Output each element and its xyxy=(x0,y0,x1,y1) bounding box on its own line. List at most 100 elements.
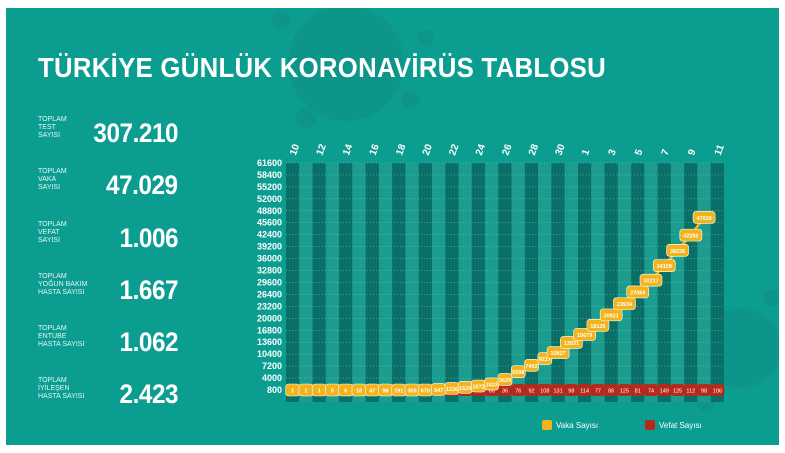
vefat-data-label: 149 xyxy=(660,389,669,395)
stat-label-line: İYİLEŞEN xyxy=(38,385,70,392)
stat-total-recovered: TOPLAM İYİLEŞEN HASTA SAYISI 2.423 xyxy=(38,377,178,421)
vaka-data-label: 6 xyxy=(344,389,347,395)
stat-value: 1.667 xyxy=(119,275,178,305)
vaka-data-label: 30217 xyxy=(643,279,658,285)
vaka-data-label: 9217 xyxy=(539,357,551,363)
x-tick-label: 5 xyxy=(633,148,645,157)
vefat-data-label: 125 xyxy=(620,389,629,395)
vefat-data-label: 36 xyxy=(502,389,508,395)
vaka-marker xyxy=(639,273,663,287)
vaka-data-label: 947 xyxy=(434,388,443,394)
vefat-data-label: 106 xyxy=(713,389,722,395)
day-column xyxy=(432,163,446,402)
y-tick-label: 52000 xyxy=(257,194,282,204)
stat-label-line: TOPLAM xyxy=(38,325,67,332)
stat-value: 1.006 xyxy=(119,223,178,253)
day-column xyxy=(458,163,472,402)
vaka-marker xyxy=(652,259,676,272)
day-column xyxy=(697,163,711,402)
vaka-marker xyxy=(510,365,526,379)
vaka-marker xyxy=(613,297,636,310)
vaka-data-label: 1 xyxy=(304,389,307,395)
stat-total-deaths: TOPLAM VEFAT SAYISI 1.006 xyxy=(38,221,178,265)
day-column xyxy=(392,163,406,402)
stat-label: TOPLAM TEST SAYISI xyxy=(38,116,98,140)
x-tick-label: 14 xyxy=(341,142,355,157)
x-tick-label: 12 xyxy=(315,142,329,157)
infographic-panel: TÜRKİYE GÜNLÜK KORONAVİRÜS TABLOSU TOPLA… xyxy=(6,8,779,445)
y-tick-label: 61600 xyxy=(257,158,282,168)
day-column xyxy=(591,163,605,402)
vaka-data-label: 2433 xyxy=(486,382,498,388)
stat-label-line: SAYISI xyxy=(38,184,61,191)
vefat-data-label: 92 xyxy=(528,389,534,395)
x-tick-label: 11 xyxy=(713,143,727,157)
vaka-marker xyxy=(599,308,623,322)
vefat-marker xyxy=(551,384,566,396)
vaka-data-label: 191 xyxy=(394,389,403,395)
stat-total-cases: TOPLAM VAKA SAYISI 47.029 xyxy=(38,168,178,212)
stat-label-line: TOPLAM xyxy=(38,168,67,175)
y-tick-label: 23200 xyxy=(257,301,282,311)
stat-label: TOPLAM YOĞUN BAKIM HASTA SAYISI xyxy=(38,273,98,297)
vefat-data-label: 77 xyxy=(595,389,601,395)
vaka-marker xyxy=(546,346,570,359)
y-tick-label: 13600 xyxy=(257,337,282,347)
vaka-data-label: 18135 xyxy=(590,324,605,330)
stat-total-intubated: TOPLAM ENTUBE HASTA SAYISI 1.062 xyxy=(38,325,178,369)
day-column xyxy=(485,163,499,402)
vefat-marker xyxy=(630,384,645,396)
stat-label-line: ENTUBE xyxy=(38,333,67,340)
x-tick-label: 18 xyxy=(394,142,408,157)
x-tick-label: 26 xyxy=(500,142,514,157)
vaka-data-label: 10827 xyxy=(550,351,565,357)
day-column xyxy=(670,163,685,402)
stat-label-line: TOPLAM xyxy=(38,116,67,123)
vaka-marker xyxy=(524,359,539,372)
vefat-data-label: 86 xyxy=(608,389,614,395)
vaka-data-label: 15679 xyxy=(577,333,592,339)
vefat-data-label: 98 xyxy=(701,389,707,395)
y-tick-label: 45600 xyxy=(257,218,282,228)
vefat-marker xyxy=(564,384,579,396)
vaka-data-label: 5 xyxy=(331,389,334,395)
vefat-data-label: 98 xyxy=(568,389,574,395)
vefat-marker xyxy=(604,384,619,396)
stat-label: TOPLAM ENTUBE HASTA SAYISI xyxy=(38,325,98,349)
chart-legend: Vaka Sayısı Vefat Sayısı xyxy=(542,420,702,430)
y-tick-label: 16800 xyxy=(257,325,282,335)
vaka-data-label: 13531 xyxy=(564,341,579,347)
legend-swatch-vaka xyxy=(542,420,552,430)
y-tick-label: 42400 xyxy=(257,230,282,240)
vaka-data-label: 38226 xyxy=(670,249,685,255)
vefat-marker xyxy=(590,384,605,396)
stat-label-line: VEFAT xyxy=(38,229,60,236)
vaka-data-label: 1236 xyxy=(446,387,458,393)
page-title: TÜRKİYE GÜNLÜK KORONAVİRÜS TABLOSU xyxy=(38,52,606,83)
vaka-data-label: 42282 xyxy=(683,234,698,240)
vaka-data-label: 34109 xyxy=(657,264,672,270)
day-column xyxy=(365,163,379,402)
x-tick-label: 28 xyxy=(527,142,541,157)
stat-total-tests: TOPLAM TEST SAYISI 307.210 xyxy=(38,116,178,160)
vaka-data-label: 1 xyxy=(318,389,321,395)
y-tick-label: 800 xyxy=(267,385,282,395)
y-tick-label: 10400 xyxy=(257,349,282,359)
y-tick-label: 55200 xyxy=(257,182,282,192)
day-column xyxy=(617,163,632,402)
vefat-marker xyxy=(683,384,698,396)
vefat-data-label: 114 xyxy=(580,389,589,395)
y-tick-label: 48800 xyxy=(257,206,282,216)
stat-label: TOPLAM VEFAT SAYISI xyxy=(38,221,98,245)
vaka-data-label: 47 xyxy=(369,389,375,395)
vaka-marker xyxy=(586,318,610,332)
vefat-marker xyxy=(577,384,592,396)
vaka-data-label: 1529 xyxy=(459,386,471,392)
legend-label-vaka: Vaka Sayısı xyxy=(556,421,598,430)
vaka-data-label: 20921 xyxy=(604,313,619,319)
vaka-data-label: 670 xyxy=(421,389,430,395)
vaka-marker xyxy=(666,243,689,257)
vaka-data-label: 18 xyxy=(356,389,362,395)
vefat-marker xyxy=(657,384,672,396)
stat-label-line: HASTA SAYISI xyxy=(38,289,85,296)
